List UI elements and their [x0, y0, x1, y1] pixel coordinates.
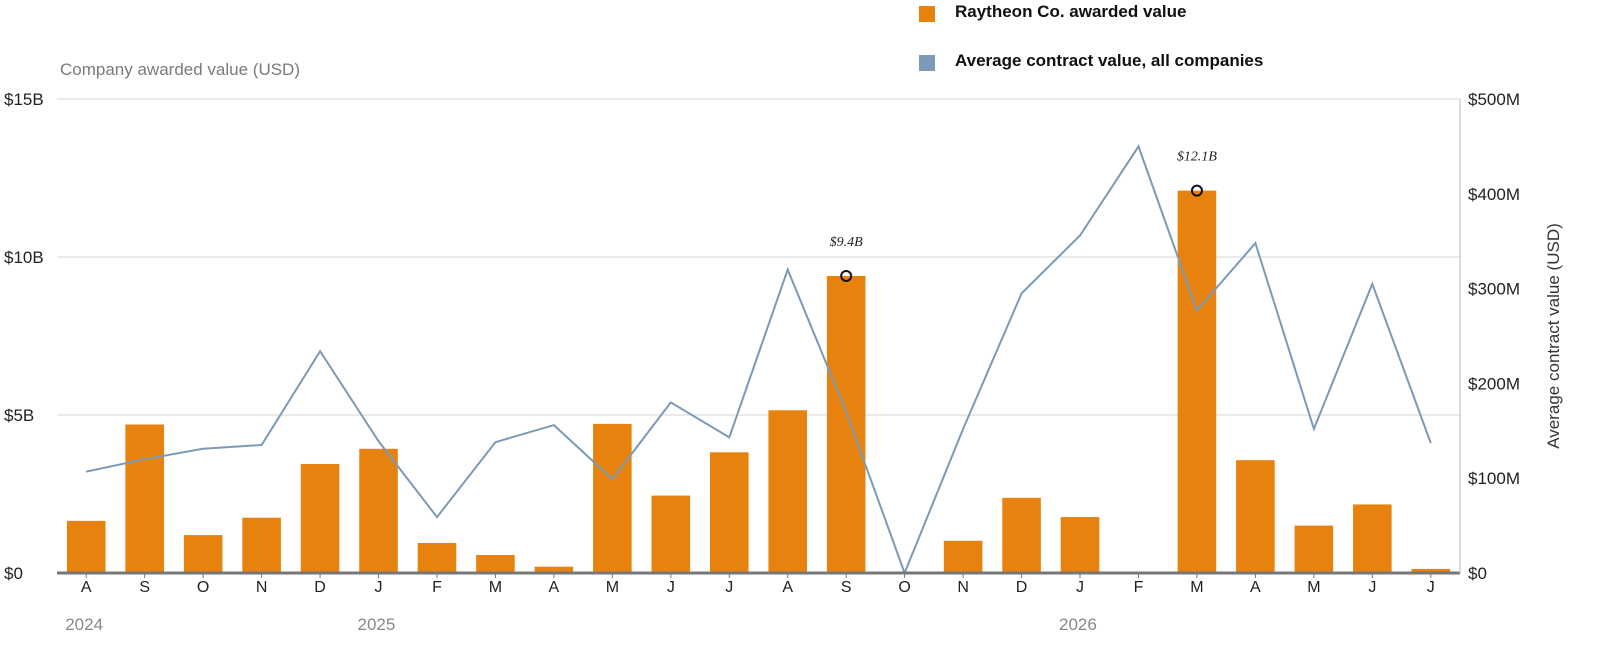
bar: [183, 535, 223, 573]
bar: [66, 520, 106, 573]
bar: [709, 452, 749, 573]
x-tick-label: M: [489, 579, 502, 596]
x-tick-label: J: [1368, 579, 1376, 596]
x-tick-label: S: [139, 579, 150, 596]
x-tick-label: D: [314, 579, 326, 596]
year-label: 2026: [1059, 615, 1097, 634]
annotation-label: $12.1B: [1177, 150, 1218, 165]
bar: [1060, 517, 1100, 573]
right-tick-label: $100M: [1468, 469, 1520, 488]
legend-label-bars: Raytheon Co. awarded value: [955, 2, 1186, 21]
x-tick-label: O: [197, 579, 209, 596]
x-tick-label: A: [549, 579, 560, 596]
left-axis-ticks: $0 $5B $10B $15B: [4, 90, 44, 583]
right-tick-label: $200M: [1468, 374, 1520, 393]
bar: [1294, 525, 1334, 573]
right-tick-label: $500M: [1468, 90, 1520, 109]
left-tick-label: $5B: [4, 406, 34, 425]
right-axis-title: Average contract value (USD): [1544, 223, 1563, 449]
bar: [1411, 568, 1451, 573]
right-axis-ticks: $0 $100M $200M $300M $400M $500M: [1459, 90, 1520, 583]
left-tick-label: $15B: [4, 90, 44, 109]
bar: [1177, 190, 1217, 573]
x-tick-label: D: [1016, 579, 1028, 596]
x-tick-label: J: [725, 579, 733, 596]
x-tick-label: F: [1134, 579, 1144, 596]
x-tick-label: O: [898, 579, 910, 596]
legend-label-line: Average contract value, all companies: [955, 51, 1263, 70]
bar: [242, 517, 281, 573]
year-label: 2025: [358, 615, 396, 634]
bar-series: [66, 190, 1451, 573]
left-axis-title: Company awarded value (USD): [60, 60, 300, 79]
x-tick-label: J: [1076, 579, 1084, 596]
right-tick-label: $300M: [1468, 280, 1520, 299]
x-tick-label: J: [667, 579, 675, 596]
right-tick-label: $0: [1468, 564, 1487, 583]
gridlines: [57, 98, 1460, 416]
bar: [125, 424, 164, 573]
left-tick-label: $0: [4, 564, 23, 583]
line-path: [85, 144, 1432, 576]
bar: [826, 275, 866, 573]
year-labels: 2024 2025 2026: [65, 615, 1097, 634]
bar: [651, 495, 691, 573]
legend-swatch-bars: [919, 6, 935, 22]
x-tick-label: J: [375, 579, 383, 596]
bar: [1236, 460, 1275, 573]
x-tick-label: A: [782, 579, 793, 596]
x-tick-label: F: [432, 579, 442, 596]
annotation-marker: [1190, 184, 1203, 197]
x-tick-label: J: [1427, 579, 1435, 596]
year-label: 2024: [65, 615, 103, 634]
annotation-label: $9.4B: [830, 235, 864, 250]
x-tick-label: A: [1250, 579, 1261, 596]
x-tick-label: N: [256, 579, 268, 596]
x-tick-label: A: [81, 579, 92, 596]
x-tick-label: N: [957, 579, 969, 596]
bar: [593, 423, 632, 573]
legend: Raytheon Co. awarded value Average contr…: [919, 2, 1263, 71]
bar: [359, 448, 398, 573]
annotation-marker: [840, 269, 853, 282]
left-tick-label: $10B: [4, 248, 44, 267]
bar: [1353, 504, 1392, 573]
bar: [417, 542, 457, 573]
x-tick-label: M: [606, 579, 619, 596]
bar: [300, 463, 340, 573]
bar: [1002, 497, 1041, 573]
x-tick-label: M: [1307, 579, 1320, 596]
bar: [534, 566, 574, 573]
x-tick-label: M: [1190, 579, 1203, 596]
legend-swatch-line: [919, 55, 935, 71]
bar: [476, 554, 515, 573]
x-tick-label: S: [841, 579, 852, 596]
bar: [768, 410, 808, 573]
annotations: $9.4B $12.1B: [830, 150, 1218, 282]
line-series: [85, 144, 1432, 576]
bar: [943, 540, 983, 573]
right-tick-label: $400M: [1468, 185, 1520, 204]
